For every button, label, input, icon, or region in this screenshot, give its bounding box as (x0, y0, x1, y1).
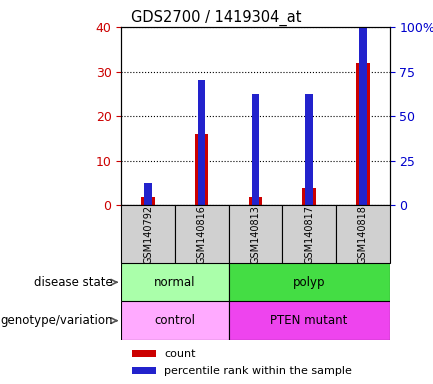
Bar (141, 197, 155, 205)
Bar (198, 81, 206, 205)
Bar (229, 205, 282, 263)
Text: GSM140816: GSM140816 (197, 205, 207, 264)
Bar (195, 134, 209, 205)
Text: PTEN mutant: PTEN mutant (271, 314, 348, 327)
Text: normal: normal (154, 276, 196, 289)
Bar (132, 367, 156, 374)
Bar (252, 94, 259, 205)
Text: GSM140818: GSM140818 (358, 205, 368, 264)
Text: count: count (164, 349, 196, 359)
Bar (175, 205, 229, 263)
Bar (229, 263, 390, 301)
Bar (249, 197, 262, 205)
Bar (282, 205, 336, 263)
Bar (121, 263, 229, 301)
Text: percentile rank within the sample: percentile rank within the sample (164, 366, 352, 376)
Bar (305, 94, 313, 205)
Bar (336, 205, 390, 263)
Text: genotype/variation: genotype/variation (0, 314, 113, 327)
Bar (359, 27, 367, 205)
Bar (144, 183, 152, 205)
Text: polyp: polyp (293, 276, 326, 289)
Text: GDS2700 / 1419304_at: GDS2700 / 1419304_at (131, 10, 302, 26)
Bar (121, 301, 229, 340)
Bar (121, 205, 175, 263)
Bar (132, 350, 156, 357)
Bar (229, 301, 390, 340)
Text: control: control (155, 314, 195, 327)
Text: GSM140813: GSM140813 (250, 205, 261, 264)
Bar (303, 188, 316, 205)
Text: GSM140817: GSM140817 (304, 205, 314, 264)
Text: GSM140792: GSM140792 (143, 205, 153, 264)
Text: disease state: disease state (34, 276, 113, 289)
Bar (356, 63, 370, 205)
